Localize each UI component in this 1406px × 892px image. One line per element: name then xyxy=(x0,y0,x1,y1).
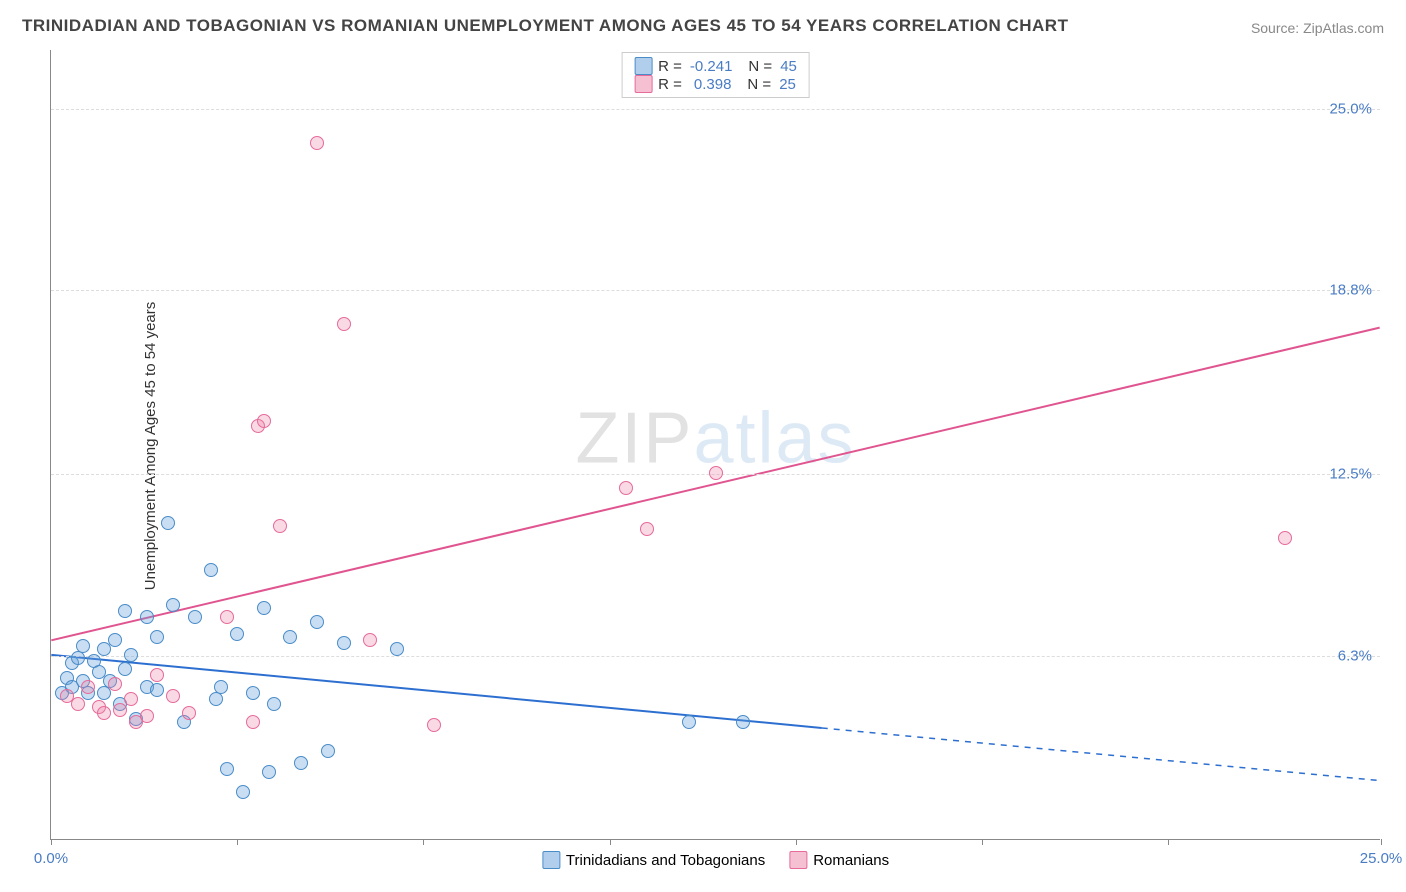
scatter-point xyxy=(257,414,271,428)
scatter-point xyxy=(640,522,654,536)
scatter-point xyxy=(97,706,111,720)
n-value-2: 25 xyxy=(779,76,796,93)
scatter-point xyxy=(262,765,276,779)
scatter-point xyxy=(150,630,164,644)
y-tick-label: 25.0% xyxy=(1329,100,1372,117)
x-tick-mark xyxy=(1381,839,1382,845)
correlation-legend: R = -0.241 N = 45 R = 0.398 N = 25 xyxy=(621,52,810,98)
scatter-point xyxy=(118,662,132,676)
chart-title: TRINIDADIAN AND TOBAGONIAN VS ROMANIAN U… xyxy=(22,16,1068,36)
x-tick-mark xyxy=(982,839,983,845)
scatter-point xyxy=(220,610,234,624)
scatter-point xyxy=(246,715,260,729)
legend-item-1: Trinidadians and Tobagonians xyxy=(542,851,765,869)
scatter-point xyxy=(124,692,138,706)
scatter-point xyxy=(246,686,260,700)
x-tick-label: 0.0% xyxy=(34,850,68,867)
scatter-point xyxy=(236,785,250,799)
y-tick-label: 18.8% xyxy=(1329,281,1372,298)
legend-row-1: R = -0.241 N = 45 xyxy=(634,57,797,75)
series-legend: Trinidadians and Tobagonians Romanians xyxy=(542,851,889,869)
scatter-point xyxy=(257,601,271,615)
x-tick-mark xyxy=(51,839,52,845)
x-tick-mark xyxy=(1168,839,1169,845)
scatter-point xyxy=(682,715,696,729)
scatter-point xyxy=(71,697,85,711)
scatter-point xyxy=(108,633,122,647)
r-value-1: -0.241 xyxy=(690,58,733,75)
x-tick-mark xyxy=(796,839,797,845)
scatter-point xyxy=(337,636,351,650)
legend-item-2: Romanians xyxy=(789,851,889,869)
scatter-point xyxy=(118,604,132,618)
scatter-point xyxy=(337,317,351,331)
scatter-point xyxy=(76,639,90,653)
legend-row-2: R = 0.398 N = 25 xyxy=(634,75,797,93)
scatter-point xyxy=(619,481,633,495)
scatter-point xyxy=(81,680,95,694)
scatter-point xyxy=(321,744,335,758)
scatter-point xyxy=(294,756,308,770)
scatter-point xyxy=(140,709,154,723)
scatter-point xyxy=(166,598,180,612)
gridline xyxy=(51,109,1380,110)
scatter-point xyxy=(182,706,196,720)
watermark-a: ZIP xyxy=(575,398,693,478)
scatter-point xyxy=(230,627,244,641)
scatter-point xyxy=(427,718,441,732)
x-tick-label: 25.0% xyxy=(1360,850,1403,867)
scatter-point xyxy=(166,689,180,703)
r-label: R = xyxy=(658,76,682,93)
scatter-point xyxy=(214,680,228,694)
swatch-pink xyxy=(634,75,652,93)
y-tick-label: 6.3% xyxy=(1338,647,1372,664)
scatter-point xyxy=(108,677,122,691)
scatter-point xyxy=(140,610,154,624)
swatch-blue xyxy=(542,851,560,869)
swatch-blue xyxy=(634,57,652,75)
scatter-plot: ZIPatlas R = -0.241 N = 45 R = 0.398 N =… xyxy=(50,50,1380,840)
gridline xyxy=(51,656,1380,657)
x-tick-mark xyxy=(237,839,238,845)
scatter-point xyxy=(220,762,234,776)
scatter-point xyxy=(736,715,750,729)
scatter-point xyxy=(150,683,164,697)
scatter-point xyxy=(124,648,138,662)
legend-label-2: Romanians xyxy=(813,852,889,869)
scatter-point xyxy=(113,703,127,717)
swatch-pink xyxy=(789,851,807,869)
scatter-point xyxy=(363,633,377,647)
legend-label-1: Trinidadians and Tobagonians xyxy=(566,852,765,869)
r-value-2: 0.398 xyxy=(694,76,732,93)
n-label: N = xyxy=(747,76,771,93)
x-tick-mark xyxy=(610,839,611,845)
scatter-point xyxy=(390,642,404,656)
n-value-1: 45 xyxy=(780,58,797,75)
x-tick-mark xyxy=(423,839,424,845)
scatter-point xyxy=(150,668,164,682)
gridline xyxy=(51,290,1380,291)
scatter-point xyxy=(267,697,281,711)
source-link[interactable]: ZipAtlas.com xyxy=(1303,20,1384,36)
source-attribution: Source: ZipAtlas.com xyxy=(1251,20,1384,36)
source-label: Source: xyxy=(1251,20,1299,36)
y-tick-label: 12.5% xyxy=(1329,466,1372,483)
scatter-point xyxy=(1278,531,1292,545)
n-label: N = xyxy=(748,58,772,75)
scatter-point xyxy=(204,563,218,577)
scatter-point xyxy=(273,519,287,533)
scatter-point xyxy=(310,136,324,150)
scatter-point xyxy=(188,610,202,624)
scatter-point xyxy=(310,615,324,629)
scatter-point xyxy=(161,516,175,530)
scatter-point xyxy=(709,466,723,480)
scatter-point xyxy=(283,630,297,644)
r-label: R = xyxy=(658,58,682,75)
